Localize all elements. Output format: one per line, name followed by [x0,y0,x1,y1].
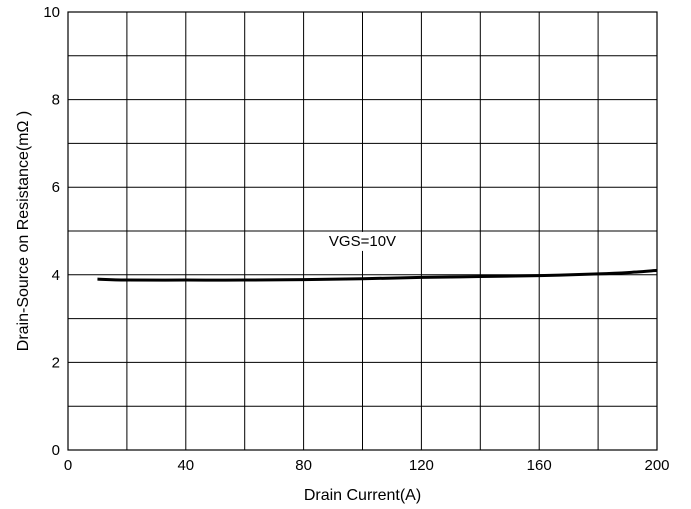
x-tick-label: 200 [644,457,669,474]
plot-frame [67,11,658,451]
x-tick-label: 160 [527,457,552,474]
x-tick-label: 120 [409,457,434,474]
y-tick-label: 8 [52,92,60,109]
y-axis-label: Drain-Source on Resistance(mΩ ) [15,111,32,351]
x-tick-label: 0 [64,457,72,474]
x-tick-label: 80 [295,457,312,474]
annotation-vgs-10v: VGS=10V [329,233,396,250]
y-tick-label: 4 [52,267,60,284]
y-tick-label: 2 [52,354,60,371]
x-axis-label: Drain Current(A) [304,487,421,504]
tick-labels: 0 40 80 120 160 200 0 2 4 6 8 10 [43,4,669,474]
x-tick-label: 40 [177,457,194,474]
y-tick-label: 6 [52,179,60,196]
annotation-background [325,231,400,251]
y-tick-label: 10 [43,4,60,21]
y-tick-label: 0 [52,442,60,459]
grid [68,12,657,450]
series-line-vgs-10v [97,268,658,282]
